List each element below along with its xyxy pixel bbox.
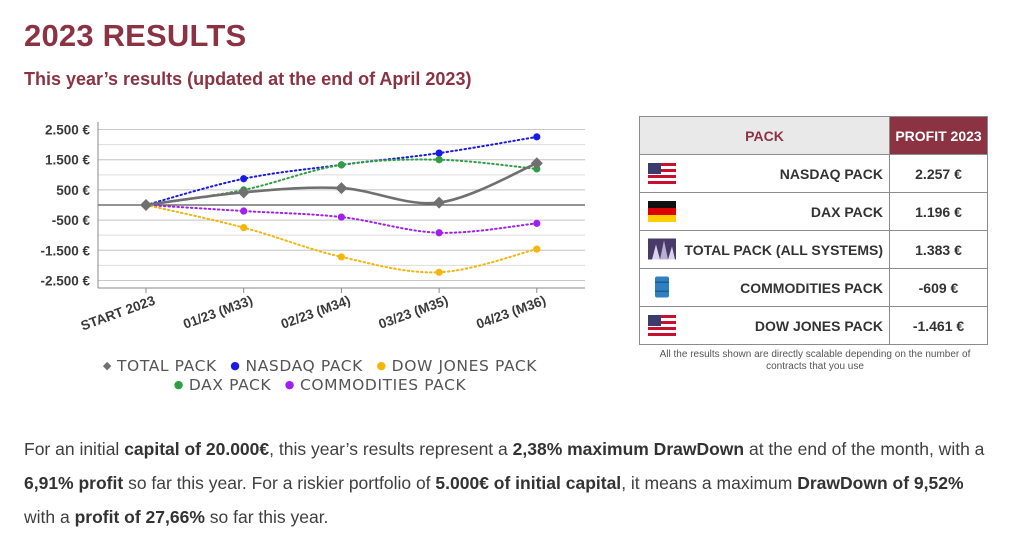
pack-name: DAX PACK [810,203,883,220]
table-note: All the results shown are directly scala… [659,349,971,372]
results-line-chart: 2.500 € 1.500 € 500 € -500 € -1.500 € -2.500 … [40,122,585,334]
data-point-nasdaq-pack [435,149,443,157]
data-point-dow-jones-pack [533,245,541,253]
legend-label: TOTAL PACK [116,357,217,375]
data-point-nasdaq-pack [240,175,248,183]
summary-text: with a [24,507,75,527]
profit-cell: 1.383 € [889,230,988,269]
y-tick-label: 2.500 € [45,123,91,138]
pack-cell: TOTAL PACK (ALL SYSTEMS) [639,230,890,269]
summary-text: For an initial [24,439,125,459]
dot-marker-icon: ● [376,359,387,372]
legend-item-dow-jones-pack[interactable]: ● DOW JONES PACK [376,357,537,375]
page-title: 2023 RESULTS [24,18,247,53]
legend-label: COMMODITIES PACK [299,376,467,394]
results-table: PACK PROFIT 2023 NASDAQ PACK 2.257 € DAX… [639,116,988,345]
dot-marker-icon: ● [173,378,184,391]
pack-name: TOTAL PACK (ALL SYSTEMS) [684,241,883,258]
dot-marker-icon: ● [284,378,295,391]
data-point-dow-jones-pack [435,268,443,276]
pack-cell: DAX PACK [639,192,890,231]
dot-marker-icon: ● [230,359,241,372]
data-point-dax-pack [337,161,345,169]
page-subtitle: This year’s results (updated at the end … [24,69,472,89]
data-point-dow-jones-pack [240,224,248,232]
legend-item-total-pack[interactable]: ◆ TOTAL PACK [103,357,217,375]
data-point-total-pack [237,186,250,199]
profit-column-header: PROFIT 2023 [889,116,988,155]
summary-highlight: DrawDown of 9,52% [797,473,964,493]
y-tick-label: -500 € [52,213,91,228]
data-point-commodities-pack [435,229,443,237]
pack-cell: NASDAQ PACK [639,154,890,193]
data-point-commodities-pack [337,213,345,221]
summary-paragraph: For an initial capital of 20.000€, this … [24,432,999,534]
x-tick-label: 04/23 (M36) [474,293,548,332]
legend-item-commodities-pack[interactable]: ● COMMODITIES PACK [285,376,467,394]
legend-item-dax-pack[interactable]: ● DAX PACK [174,376,272,394]
x-tick-label: 02/23 (M34) [279,293,353,332]
summary-text: at the end of the month, with a [744,439,985,459]
us-flag-icon [648,163,676,184]
chart-legend: ◆ TOTAL PACK ● NASDAQ PACK ● DOW JONES PACK… [40,357,600,394]
pack-cell: DOW JONES PACK [639,306,890,345]
legend-row-1: ◆ TOTAL PACK ● NASDAQ PACK ● DOW JONES PACK [40,357,600,375]
profit-cell: 1.196 € [889,192,988,231]
table-row: DOW JONES PACK -1.461 € [639,306,988,345]
x-tick-label: START 2023 [79,293,158,334]
table-header-row: PACK PROFIT 2023 [639,116,988,155]
summary-highlight: 2,38% maximum DrawDown [512,439,745,459]
data-point-total-pack [530,157,543,170]
data-point-commodities-pack [533,219,541,227]
data-point-nasdaq-pack [533,133,541,141]
summary-text: so far this year. For a riskier portfoli… [123,473,436,493]
profit-cell: -609 € [889,268,988,307]
table-row: DAX PACK 1.196 € [639,192,988,231]
total-pack-icon [648,238,676,260]
legend-label: DOW JONES PACK [391,357,538,375]
data-point-commodities-pack [240,207,248,215]
table-row: TOTAL PACK (ALL SYSTEMS) 1.383 € [639,230,988,269]
summary-text: , this year’s results represent a [269,439,513,459]
legend-label: DAX PACK [188,376,272,394]
table-row: COMMODITIES PACK -609 € [639,268,988,307]
pack-name: NASDAQ PACK [779,165,883,182]
summary-highlight: capital of 20.000€ [124,439,270,459]
data-point-total-pack [335,182,348,195]
barrel-icon [655,276,669,298]
data-point-total-pack [433,196,446,209]
y-tick-label: 1.500 € [45,153,91,168]
pack-cell: COMMODITIES PACK [639,268,890,307]
y-tick-label: -2.500 € [40,273,90,288]
diamond-marker-icon: ◆ [102,359,112,372]
y-tick-label: 500 € [56,183,90,198]
pack-name: COMMODITIES PACK [740,279,883,296]
x-tick-label: 03/23 (M35) [377,293,451,332]
germany-flag-icon [648,201,676,222]
table-row: NASDAQ PACK 2.257 € [639,154,988,193]
us-flag-icon [648,315,676,336]
summary-highlight: 6,91% profit [24,473,124,493]
x-tick-label: 01/23 (M33) [181,293,255,332]
summary-highlight: 5.000€ of initial capital [435,473,622,493]
data-point-dax-pack [435,156,443,164]
summary-highlight: profit of 27,66% [74,507,205,527]
y-tick-label: -1.500 € [40,243,90,258]
summary-text: so far this year. [204,507,329,527]
summary-text: , it means a maximum [621,473,798,493]
legend-label: NASDAQ PACK [245,357,363,375]
data-point-total-pack [140,199,152,211]
pack-column-header: PACK [639,116,890,155]
profit-cell: 2.257 € [889,154,988,193]
pack-name: DOW JONES PACK [754,317,883,334]
profit-cell: -1.461 € [889,306,988,345]
series-line-nasdaq-pack [145,135,538,206]
data-point-dow-jones-pack [337,253,345,261]
legend-row-2: ● DAX PACK ● COMMODITIES PACK [40,376,600,394]
legend-item-nasdaq-pack[interactable]: ● NASDAQ PACK [230,357,363,375]
